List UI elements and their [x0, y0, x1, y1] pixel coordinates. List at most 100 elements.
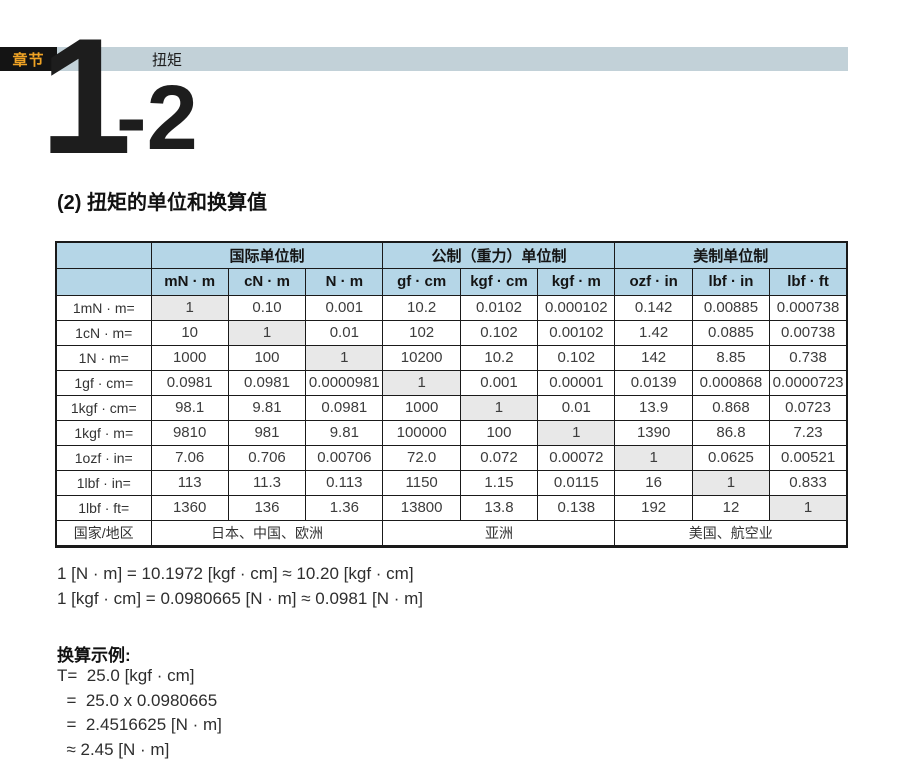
value-cell: 0.0102	[459, 294, 539, 321]
region-cell: 亚洲	[382, 519, 616, 547]
value-cell: 13.9	[614, 394, 693, 421]
value-cell: 1360	[150, 494, 229, 521]
example-lines: T= 25.0 [kgf · cm] = 25.0 x 0.0980665 = …	[57, 664, 222, 762]
value-cell: 0.01	[305, 319, 384, 346]
value-cell: 98.1	[150, 394, 229, 421]
table-region-row: 国家/地区 日本、中国、欧洲 亚洲 美国、航空业	[55, 519, 848, 547]
region-cell: 美国、航空业	[614, 519, 848, 547]
row-label-cell: 1kgf · cm=	[55, 394, 152, 421]
value-cell: 0.738	[769, 344, 848, 371]
region-label-cell: 国家/地区	[55, 519, 152, 547]
table-corner-cell	[55, 241, 152, 269]
value-cell: 0.0885	[691, 319, 771, 346]
value-cell: 1	[769, 494, 848, 521]
value-cell: 0.142	[614, 294, 693, 321]
value-cell: 86.8	[691, 419, 771, 446]
value-cell: 9.81	[305, 419, 384, 446]
value-cell: 9.81	[227, 394, 307, 421]
table-corner-cell	[55, 267, 152, 296]
row-label-cell: 1cN · m=	[55, 319, 152, 346]
table-row: 1kgf · cm= 98.1 9.81 0.0981 1000 1 0.01 13.9 0.8…	[55, 394, 848, 421]
value-cell: 0.113	[305, 469, 384, 496]
region-cell: 日本、中国、欧洲	[150, 519, 384, 547]
value-cell: 0.00072	[537, 444, 616, 471]
value-cell: 0.00001	[537, 369, 616, 396]
chapter-number-small: -2	[116, 67, 198, 169]
value-cell: 0.00521	[769, 444, 848, 471]
value-cell: 0.0981	[305, 394, 384, 421]
value-cell: 0.00102	[537, 319, 616, 346]
row-label-cell: 1N · m=	[55, 344, 152, 371]
unit-header-cell: mN · m	[150, 267, 229, 296]
value-cell: 11.3	[227, 469, 307, 496]
value-cell: 0.0000723	[769, 369, 848, 396]
table-row: 1cN · m= 10 1 0.01 102 0.102 0.00102 1.42 0.0885…	[55, 319, 848, 346]
value-cell: 0.102	[537, 344, 616, 371]
value-cell: 0.001	[459, 369, 539, 396]
value-cell: 7.23	[769, 419, 848, 446]
value-cell: 0.10	[227, 294, 307, 321]
unit-header-cell: lbf · ft	[769, 267, 848, 296]
chapter-title-bar	[57, 47, 848, 71]
value-cell: 8.85	[691, 344, 771, 371]
value-cell: 1.36	[305, 494, 384, 521]
value-cell: 10.2	[459, 344, 539, 371]
value-cell: 0.01	[537, 394, 616, 421]
table-row: 1lbf · in= 113 11.3 0.113 1150 1.15 0.0115 16 1 0…	[55, 469, 848, 496]
value-cell: 981	[227, 419, 307, 446]
value-cell: 16	[614, 469, 693, 496]
value-cell: 1.15	[459, 469, 539, 496]
group-header-cell: 国际单位制	[150, 241, 384, 269]
conversion-table-body: 1mN · m= 1 0.10 0.001 10.2 0.0102 0.000102 0.14…	[55, 294, 848, 547]
value-cell: 0.0723	[769, 394, 848, 421]
chapter-bar-title: 扭矩	[152, 51, 183, 69]
table-group-header-row: 国际单位制 公制（重力）单位制 美制单位制	[55, 241, 848, 269]
value-cell: 0.0625	[691, 444, 771, 471]
value-cell: 10.2	[382, 294, 461, 321]
value-cell: 102	[382, 319, 461, 346]
table-row: 1ozf · in= 7.06 0.706 0.00706 72.0 0.072 0.000…	[55, 444, 848, 471]
table-row: 1kgf · m= 9810 981 9.81 100000 100 1 1390 86.8 7.…	[55, 419, 848, 446]
section-heading: (2) 扭矩的单位和换算值	[57, 192, 267, 214]
value-cell: 113	[150, 469, 229, 496]
table-row: 1mN · m= 1 0.10 0.001 10.2 0.0102 0.000102 0.14…	[55, 294, 848, 321]
row-label-cell: 1gf · cm=	[55, 369, 152, 396]
value-cell: 9810	[150, 419, 229, 446]
table-row: 1gf · cm= 0.0981 0.0981 0.0000981 1 0.001 0.00…	[55, 369, 848, 396]
value-cell: 0.000102	[537, 294, 616, 321]
example-heading: 换算示例:	[57, 646, 131, 665]
conversion-note-line: 1 [kgf · cm] = 0.0980665 [N · m] ≈ 0.098…	[57, 589, 424, 608]
table-row: 1N · m= 1000 100 1 10200 10.2 0.102 142 8.85 0.73…	[55, 344, 848, 371]
value-cell: 136	[227, 494, 307, 521]
value-cell: 0.00706	[305, 444, 384, 471]
value-cell: 100	[227, 344, 307, 371]
value-cell: 1	[305, 344, 384, 371]
value-cell: 0.706	[227, 444, 307, 471]
unit-header-cell: lbf · in	[691, 267, 771, 296]
value-cell: 7.06	[150, 444, 229, 471]
example-line: T= 25.0 [kgf · cm]	[57, 666, 195, 685]
row-label-cell: 1lbf · in=	[55, 469, 152, 496]
row-label-cell: 1mN · m=	[55, 294, 152, 321]
unit-header-cell: N · m	[305, 267, 384, 296]
value-cell: 13.8	[459, 494, 539, 521]
value-cell: 100	[459, 419, 539, 446]
value-cell: 0.0981	[227, 369, 307, 396]
value-cell: 13800	[382, 494, 461, 521]
group-header-cell: 美制单位制	[614, 241, 848, 269]
row-label-cell: 1ozf · in=	[55, 444, 152, 471]
value-cell: 142	[614, 344, 693, 371]
table-row: 1lbf · ft= 1360 136 1.36 13800 13.8 0.138 192 12…	[55, 494, 848, 521]
chapter-badge: 章节	[0, 47, 57, 71]
value-cell: 1.42	[614, 319, 693, 346]
value-cell: 1390	[614, 419, 693, 446]
value-cell: 100000	[382, 419, 461, 446]
value-cell: 0.833	[769, 469, 848, 496]
unit-header-cell: ozf · in	[614, 267, 693, 296]
value-cell: 12	[691, 494, 771, 521]
value-cell: 1	[382, 369, 461, 396]
row-label-cell: 1kgf · m=	[55, 419, 152, 446]
value-cell: 0.00738	[769, 319, 848, 346]
value-cell: 0.868	[691, 394, 771, 421]
